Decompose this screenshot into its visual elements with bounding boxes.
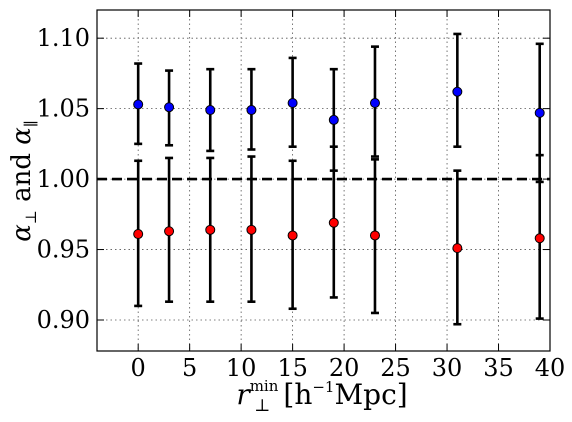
data-point-series-0 xyxy=(452,86,463,97)
y-tick-label: 0.90 xyxy=(37,306,90,334)
data-point-series-1 xyxy=(328,217,339,228)
tick-label-layer: 0 5 10 15 20 25 30 35 40 0.90 0.95 1.00 1.05 1.10 xyxy=(37,24,566,382)
x-tick-label: 20 xyxy=(329,354,360,382)
data-point-series-1 xyxy=(164,226,175,237)
data-point-series-0 xyxy=(133,99,144,110)
x-axis-label-sup: min xyxy=(250,377,279,395)
y-tick-label: 1.05 xyxy=(37,95,90,123)
x-axis-label-rest-sup: −1 xyxy=(312,378,334,396)
y-axis-label-alpha-perp: α xyxy=(7,224,37,242)
x-tick-label: 10 xyxy=(226,354,257,382)
y-axis-label-par-sub: ∥ xyxy=(22,120,40,127)
y-axis-label: α⊥ and α∥ xyxy=(7,120,40,242)
x-tick-label: 25 xyxy=(380,354,411,382)
data-point-series-1 xyxy=(133,229,144,240)
data-point-series-1 xyxy=(205,224,216,235)
y-axis-label-perp-sub: ⊥ xyxy=(22,210,40,224)
y-tick-label: 1.00 xyxy=(37,165,90,193)
data-point-series-1 xyxy=(452,243,463,254)
data-point-series-0 xyxy=(164,102,175,113)
data-point-series-1 xyxy=(246,224,257,235)
data-point-series-0 xyxy=(534,107,545,118)
data-point-series-1 xyxy=(287,230,298,241)
y-axis-label-alpha-par: α xyxy=(7,127,37,145)
data-point-series-1 xyxy=(369,230,380,241)
x-axis-label-rest: [h xyxy=(283,378,312,411)
x-axis-label-units: Mpc] xyxy=(334,378,407,411)
data-point-series-0 xyxy=(328,114,339,125)
x-axis-label-base: r xyxy=(236,378,251,411)
tick-layer xyxy=(97,10,551,351)
x-tick-label: 15 xyxy=(277,354,308,382)
x-tick-label: 5 xyxy=(182,354,197,382)
y-tick-label: 1.10 xyxy=(37,24,90,52)
data-point-series-0 xyxy=(287,98,298,108)
x-tick-label: 0 xyxy=(131,354,146,382)
y-tick-label: 0.95 xyxy=(37,236,90,264)
x-axis-label: rmin ⊥ [h−1Mpc] xyxy=(236,377,407,416)
x-tick-label: 35 xyxy=(483,354,514,382)
data-point-series-0 xyxy=(369,98,380,108)
x-tick-label: 30 xyxy=(432,354,463,382)
y-axis-label-and: and xyxy=(7,145,37,210)
x-tick-label: 40 xyxy=(535,354,566,382)
data-point-series-0 xyxy=(246,105,257,116)
grid-layer xyxy=(97,10,551,351)
data-point-series-0 xyxy=(205,105,216,116)
data-point-series-1 xyxy=(534,233,545,244)
data-point-layer xyxy=(133,86,545,254)
plot-frame xyxy=(96,9,551,352)
x-axis-label-sub: ⊥ xyxy=(254,396,270,416)
